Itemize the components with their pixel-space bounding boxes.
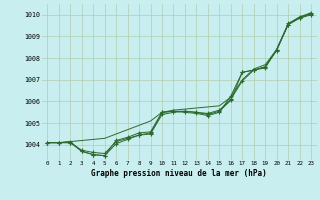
X-axis label: Graphe pression niveau de la mer (hPa): Graphe pression niveau de la mer (hPa) [91, 169, 267, 178]
